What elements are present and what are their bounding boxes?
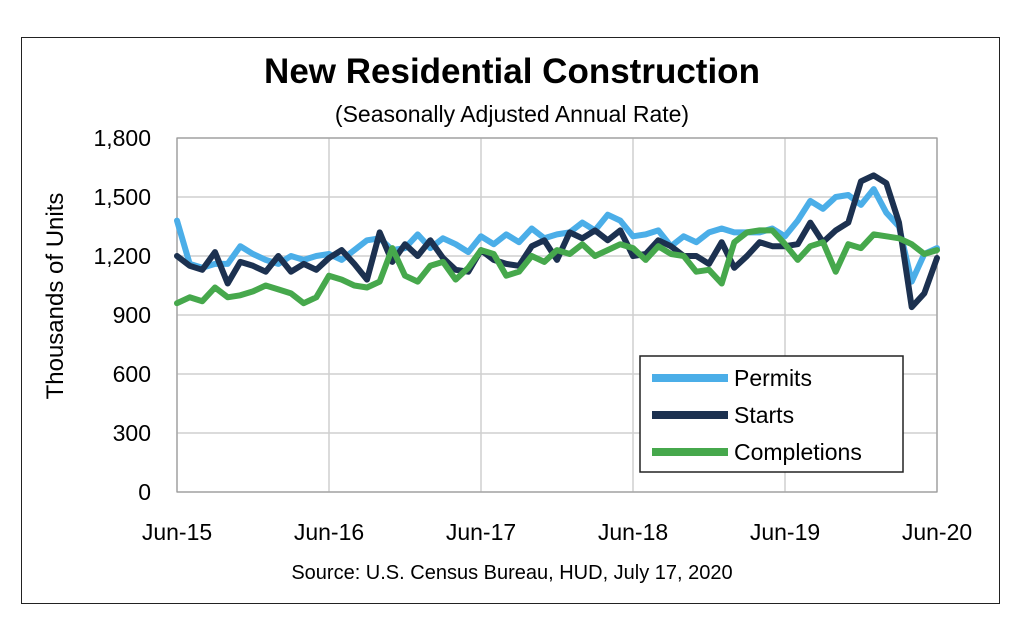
series-line-starts — [174, 172, 940, 311]
x-tick-label: Jun-18 — [598, 519, 668, 545]
plot-area-border — [176, 137, 938, 493]
chart-title: New Residential Construction — [264, 52, 760, 91]
legend-label-completions: Completions — [734, 439, 862, 465]
y-tick-label: 900 — [113, 302, 151, 328]
chart-subtitle: (Seasonally Adjusted Annual Rate) — [334, 101, 690, 127]
x-tick-label: Jun-19 — [750, 519, 820, 545]
legend-label-permits: Permits — [734, 365, 812, 391]
y-tick-label: 300 — [113, 420, 151, 446]
x-tick-label: Jun-17 — [446, 519, 516, 545]
series-line-completions — [174, 227, 940, 307]
legend-label-starts: Starts — [734, 402, 794, 428]
source-note: Source: U.S. Census Bureau, HUD, July 17… — [291, 562, 733, 584]
x-tick-label: Jun-16 — [294, 519, 364, 545]
y-tick-label: 1,200 — [93, 243, 151, 269]
y-tick-label: 1,800 — [93, 125, 151, 151]
y-tick-label: 0 — [138, 479, 151, 505]
y-tick-label: 600 — [113, 361, 151, 387]
x-tick-label: Jun-15 — [142, 519, 212, 545]
chart-frame — [21, 37, 1000, 604]
y-tick-label: 1,500 — [93, 184, 151, 210]
x-tick-label: Jun-20 — [902, 519, 972, 545]
series-line-permits — [174, 186, 940, 285]
